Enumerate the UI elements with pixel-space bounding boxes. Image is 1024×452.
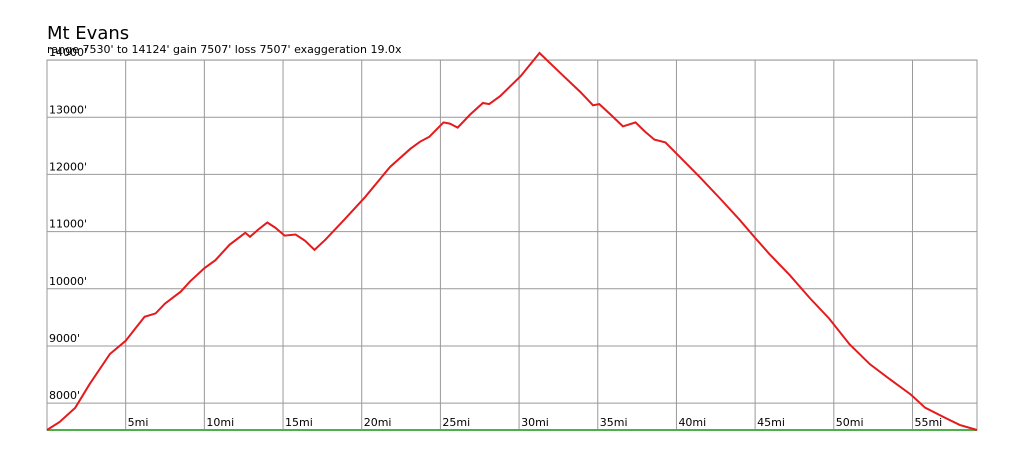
x-tick-label: 30mi xyxy=(521,416,549,429)
plot-frame xyxy=(46,59,978,431)
chart-title: Mt Evans xyxy=(47,23,129,44)
x-tick-label: 20mi xyxy=(364,416,392,429)
y-tick-label: 8000' xyxy=(49,389,80,402)
x-tick-label: 25mi xyxy=(442,416,470,429)
y-tick-label: 10000' xyxy=(49,275,87,288)
x-tick-label: 45mi xyxy=(757,416,785,429)
y-tick-label: 12000' xyxy=(49,160,87,173)
y-tick-label: 13000' xyxy=(49,103,87,116)
y-tick-label: 9000' xyxy=(49,332,80,345)
x-tick-label: 50mi xyxy=(836,416,864,429)
x-tick-label: 35mi xyxy=(600,416,628,429)
x-tick-label: 15mi xyxy=(285,416,313,429)
chart-subtitle: range 7530' to 14124' gain 7507' loss 75… xyxy=(47,43,402,56)
elevation-line xyxy=(46,51,978,431)
y-tick-label: 11000' xyxy=(49,218,87,231)
x-tick-label: 55mi xyxy=(914,416,942,429)
y-tick-label: 14000' xyxy=(49,46,87,59)
x-tick-label: 5mi xyxy=(128,416,149,429)
x-tick-label: 10mi xyxy=(206,416,234,429)
x-tick-label: 40mi xyxy=(678,416,706,429)
